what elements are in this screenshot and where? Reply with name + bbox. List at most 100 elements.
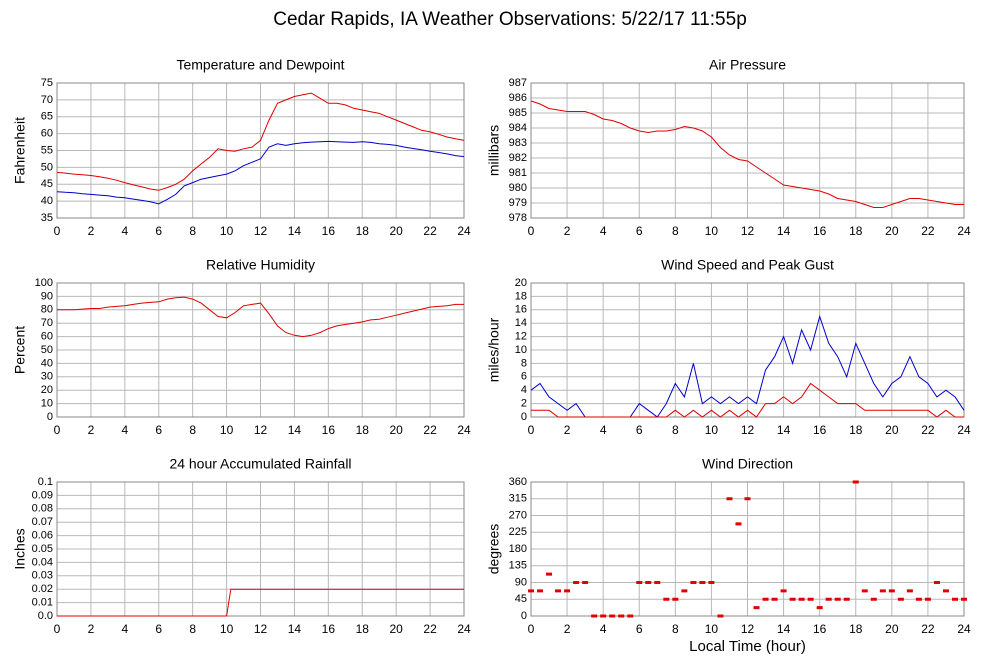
x-tick-label: 14: [777, 423, 791, 437]
x-tick-label: 24: [457, 423, 471, 437]
x-tick-label: 12: [741, 224, 755, 238]
chart-title: Temperature and Dewpoint: [176, 57, 344, 73]
x-tick-label: 10: [705, 423, 719, 437]
scatter-point: [699, 581, 706, 584]
series-line: [531, 382, 964, 418]
y-tick-label: 6: [521, 371, 527, 383]
scatter-point: [600, 614, 607, 618]
y-tick-label: 0.04: [32, 556, 53, 568]
y-tick-label: 40: [41, 357, 53, 369]
x-tick-label: 4: [600, 224, 607, 238]
chart-title: Relative Humidity: [206, 257, 315, 273]
y-axis-label: Inches: [12, 528, 28, 569]
x-tick-label: 10: [220, 622, 234, 636]
x-tick-label: 8: [189, 224, 196, 238]
y-tick-label: 50: [41, 344, 53, 356]
scatter-point: [933, 581, 940, 584]
series-line: [57, 296, 464, 338]
y-tick-label: 315: [509, 493, 527, 505]
x-tick-label: 0: [54, 224, 61, 238]
scatter-point: [564, 589, 571, 593]
x-axis-label: Local Time (hour): [689, 638, 806, 655]
scatter-point: [888, 589, 895, 593]
x-tick-label: 0: [54, 622, 61, 636]
x-tick-label: 20: [885, 423, 899, 437]
x-tick-label: 4: [600, 423, 607, 437]
y-tick-label: 80: [41, 304, 53, 316]
page-title: Cedar Rapids, IA Weather Observations: 5…: [273, 9, 747, 30]
y-tick-label: 0.01: [32, 597, 53, 609]
x-tick-label: 22: [423, 622, 437, 636]
y-tick-label: 0.07: [32, 516, 53, 528]
scatter-point: [825, 597, 832, 601]
series-line: [56, 92, 465, 191]
x-tick-label: 2: [564, 224, 571, 238]
scatter-point: [897, 597, 904, 601]
x-tick-label: 6: [155, 423, 162, 437]
y-tick-label: 986: [509, 92, 527, 104]
scatter-point: [762, 597, 769, 601]
scatter-point: [861, 589, 868, 593]
y-tick-label: 360: [509, 476, 527, 488]
scatter-point: [690, 581, 697, 584]
x-tick-label: 14: [288, 423, 302, 437]
x-tick-label: 6: [636, 224, 643, 238]
scatter-point: [555, 589, 562, 593]
y-tick-label: 983: [509, 137, 527, 149]
scatter-point: [915, 597, 922, 601]
x-tick-label: 6: [636, 423, 643, 437]
y-tick-label: 20: [41, 384, 53, 396]
y-tick-label: 270: [509, 509, 527, 521]
y-tick-label: 0: [47, 411, 53, 423]
x-tick-label: 18: [356, 224, 370, 238]
scatter-point: [654, 581, 661, 584]
plot-frame: [530, 282, 965, 418]
y-tick-label: 978: [509, 212, 527, 224]
y-tick-label: 18: [515, 290, 527, 302]
scatter-point: [834, 597, 841, 601]
chart-title: Air Pressure: [709, 57, 786, 73]
y-tick-label: 984: [509, 122, 527, 134]
x-tick-label: 24: [957, 622, 971, 636]
scatter-point: [609, 614, 616, 618]
scatter-point: [645, 581, 652, 584]
y-tick-label: 0: [521, 411, 527, 423]
x-tick-label: 12: [741, 622, 755, 636]
y-axis-label: Fahrenheit: [12, 117, 28, 184]
x-tick-label: 20: [389, 423, 403, 437]
y-tick-label: 225: [509, 526, 527, 538]
y-tick-label: 75: [41, 77, 53, 89]
x-tick-label: 10: [220, 423, 234, 437]
x-tick-label: 16: [813, 622, 827, 636]
x-tick-label: 14: [288, 622, 302, 636]
x-tick-label: 12: [254, 622, 268, 636]
y-tick-label: 100: [35, 277, 53, 289]
y-tick-label: 980: [509, 182, 527, 194]
y-tick-label: 2: [521, 398, 527, 410]
scatter-point: [816, 606, 823, 610]
y-tick-label: 45: [515, 593, 527, 605]
y-tick-label: 14: [515, 317, 527, 329]
x-tick-label: 20: [389, 224, 403, 238]
y-tick-label: 0.1: [38, 476, 53, 488]
chart-title: Wind Speed and Peak Gust: [661, 257, 834, 273]
chart-title: Wind Direction: [702, 456, 793, 472]
y-tick-label: 180: [509, 543, 527, 555]
scatter-point: [663, 597, 670, 601]
scatter-point: [843, 597, 850, 601]
scatter-point: [573, 581, 580, 584]
plot-frame: [56, 82, 465, 219]
y-axis-label: Percent: [12, 326, 28, 374]
x-tick-label: 22: [921, 224, 935, 238]
x-tick-label: 8: [672, 224, 679, 238]
scatter-point: [780, 589, 787, 593]
y-tick-label: 0.0: [38, 610, 53, 622]
scatter-point: [591, 614, 598, 618]
scatter-point: [708, 581, 715, 584]
y-tick-label: 10: [515, 344, 527, 356]
scatter-point: [771, 597, 778, 601]
scatter-point: [789, 597, 796, 601]
y-tick-label: 60: [41, 331, 53, 343]
